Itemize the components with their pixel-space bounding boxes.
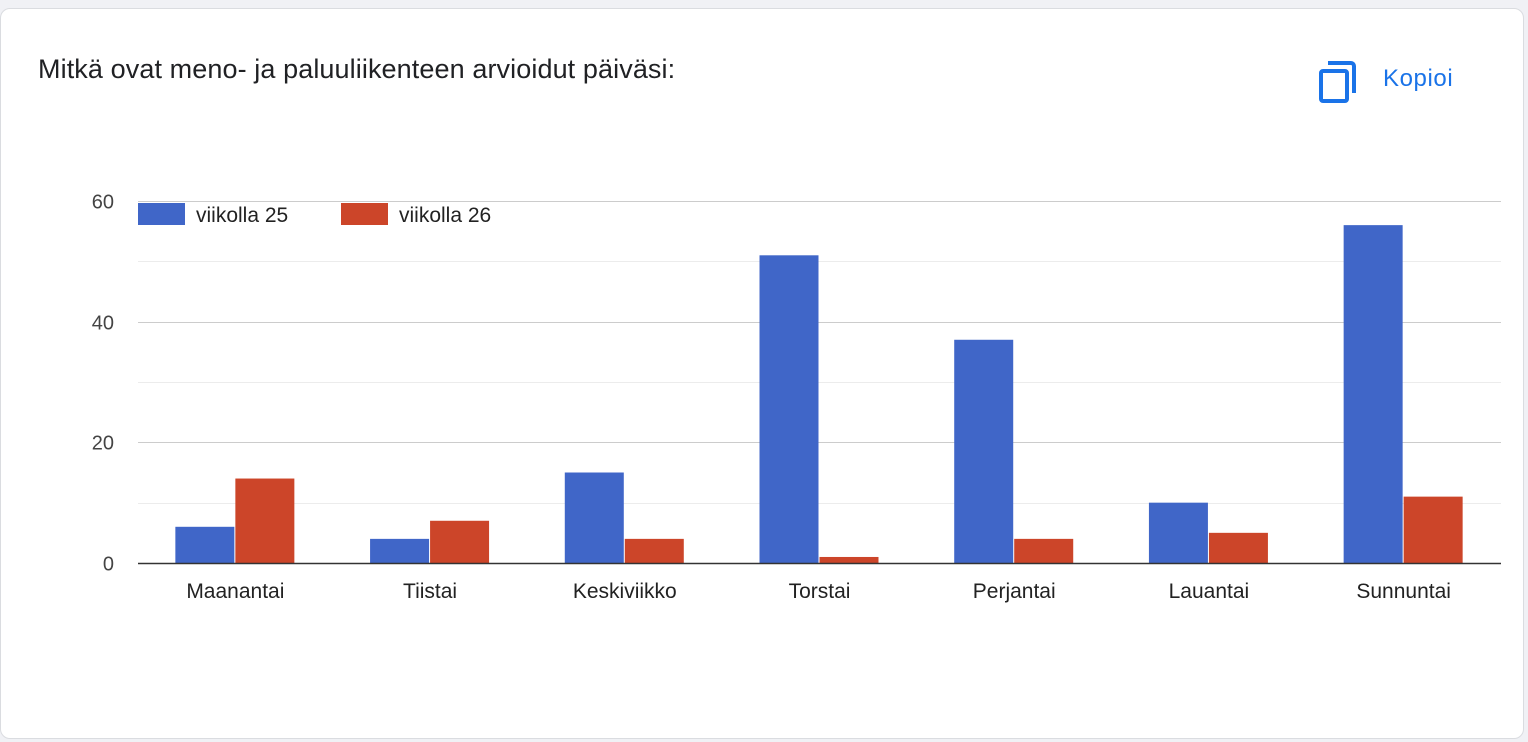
bar-perjantai-series-1 xyxy=(954,339,1014,563)
x-category-label: Perjantai xyxy=(973,580,1056,603)
y-tick-label: 0 xyxy=(103,554,114,576)
bar-keskiviikko-series-2 xyxy=(624,538,684,563)
bar-lauantai-series-2 xyxy=(1208,532,1268,563)
legend-label-2: viikolla 26 xyxy=(399,204,491,227)
legend-label-1: viikolla 25 xyxy=(196,204,288,227)
y-tick-label: 20 xyxy=(92,433,114,455)
bar-tiistai-series-2 xyxy=(430,520,490,563)
x-category-label: Sunnuntai xyxy=(1356,580,1451,603)
x-category-label: Lauantai xyxy=(1169,580,1250,603)
bar-torstai-series-1 xyxy=(759,255,819,564)
bar-sunnuntai-series-2 xyxy=(1403,496,1463,563)
bar-keskiviikko-series-1 xyxy=(564,472,624,563)
legend-swatch-1 xyxy=(138,203,185,225)
y-tick-label: 60 xyxy=(92,192,114,214)
bar-torstai-series-2 xyxy=(819,556,879,563)
question-title: Mitkä ovat meno- ja paluuliikenteen arvi… xyxy=(38,54,676,84)
bar-maanantai-series-2 xyxy=(235,478,295,563)
copy-label: Kopioi xyxy=(1383,65,1454,92)
x-category-label: Maanantai xyxy=(186,580,284,603)
bar-tiistai-series-1 xyxy=(370,538,430,563)
legend-swatch-2 xyxy=(341,203,388,225)
copy-icon xyxy=(1319,61,1356,103)
x-category-label: Tiistai xyxy=(403,580,457,603)
x-category-label: Keskiviikko xyxy=(573,580,677,603)
bar-maanantai-series-1 xyxy=(175,526,235,563)
bar-perjantai-series-2 xyxy=(1014,538,1074,563)
bar-sunnuntai-series-1 xyxy=(1343,225,1403,563)
x-category-label: Torstai xyxy=(789,580,851,603)
copy-button[interactable]: Kopioi xyxy=(1317,53,1453,105)
bar-lauantai-series-1 xyxy=(1148,502,1208,563)
y-tick-label: 40 xyxy=(92,313,114,335)
